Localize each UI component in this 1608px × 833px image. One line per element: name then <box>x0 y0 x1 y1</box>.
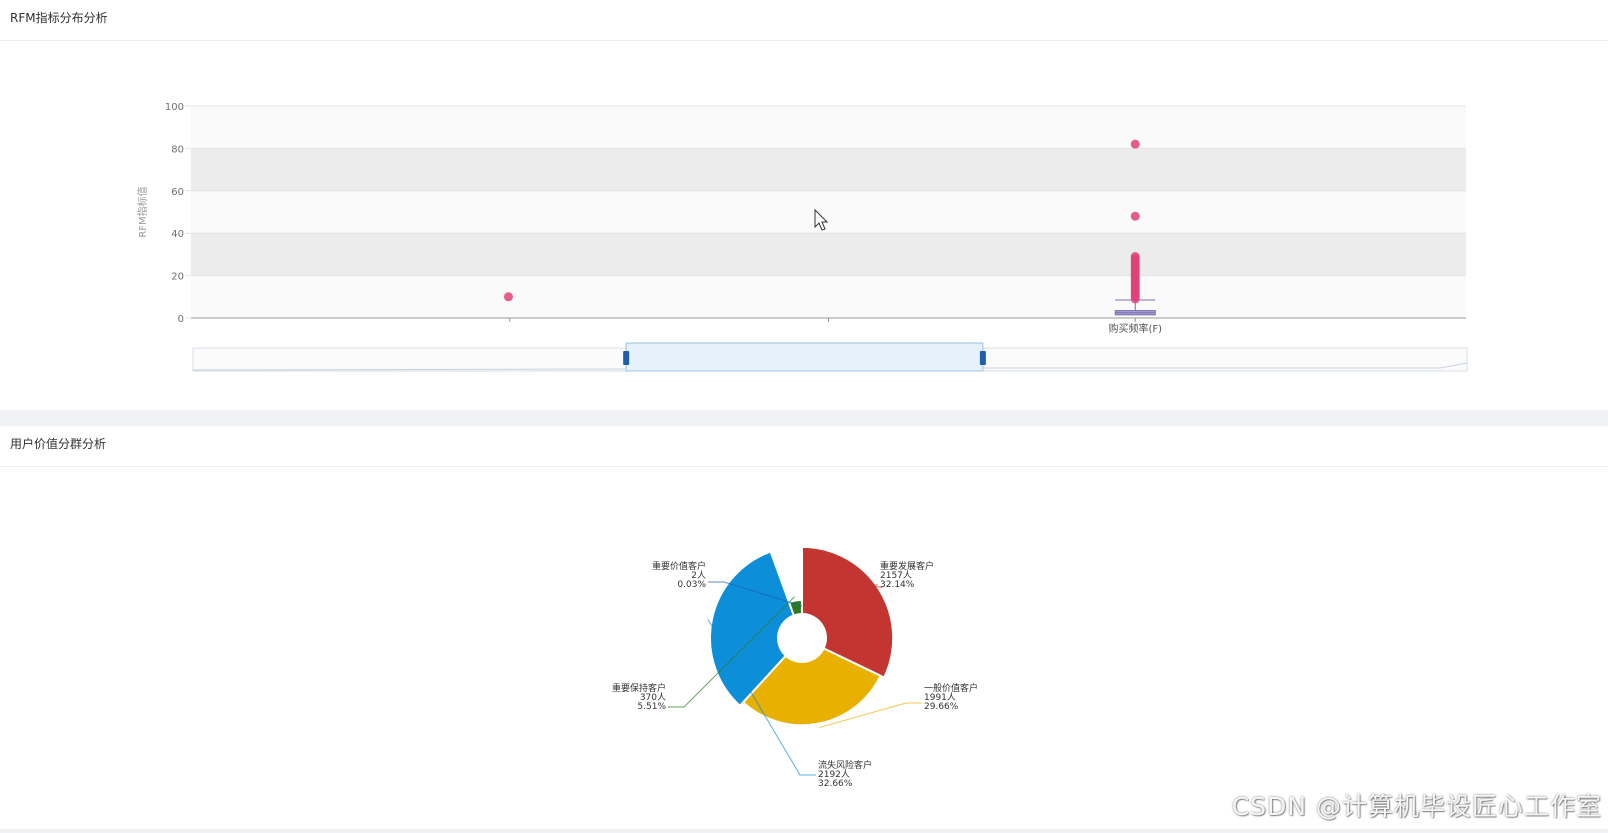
slice-label-percent: 32.14% <box>880 580 915 590</box>
watermark: CSDN @计算机毕设匠心工作室 <box>1232 787 1602 823</box>
slice-label-percent: 0.03% <box>677 580 706 590</box>
outlier-point <box>1131 294 1140 303</box>
y-tick-label: 0 <box>178 314 184 325</box>
segment-rose-chart[interactable]: 重要发展客户2157人32.14%一般价值客户1991人29.66%流失风险客户… <box>0 467 1608 829</box>
rfm-card: RFM指标分布分析 0 20 40 60 80 100 RFM指标值购买频率(F) <box>0 0 1608 410</box>
datazoom-handle-start <box>623 351 629 365</box>
datazoom-window <box>626 343 983 371</box>
slice-label-percent: 29.66% <box>924 702 959 712</box>
y-split-band <box>191 276 1466 318</box>
slice-label-percent: 5.51% <box>637 702 666 712</box>
rfm-card-title: RFM指标分布分析 <box>0 0 1608 41</box>
y-tick-label: 80 <box>171 144 184 155</box>
y-tick-label: 20 <box>171 272 184 283</box>
y-split-band <box>191 233 1466 275</box>
y-tick-label: 40 <box>171 229 184 240</box>
x-tick-label: 购买频率(F) <box>1108 322 1162 335</box>
outlier-point <box>1131 212 1140 221</box>
y-tick-label: 100 <box>165 102 184 113</box>
y-split-band <box>191 148 1466 190</box>
segment-card-title: 用户价值分群分析 <box>0 426 1608 467</box>
datazoom-handle-end <box>980 351 986 365</box>
y-split-band <box>191 106 1466 148</box>
y-tick-label: 60 <box>171 187 184 198</box>
y-axis-title: RFM指标值 <box>136 186 149 237</box>
slice-label-percent: 32.66% <box>818 779 853 789</box>
y-split-band <box>191 191 1466 233</box>
outlier-point <box>1131 140 1140 149</box>
outlier-point <box>504 292 513 301</box>
